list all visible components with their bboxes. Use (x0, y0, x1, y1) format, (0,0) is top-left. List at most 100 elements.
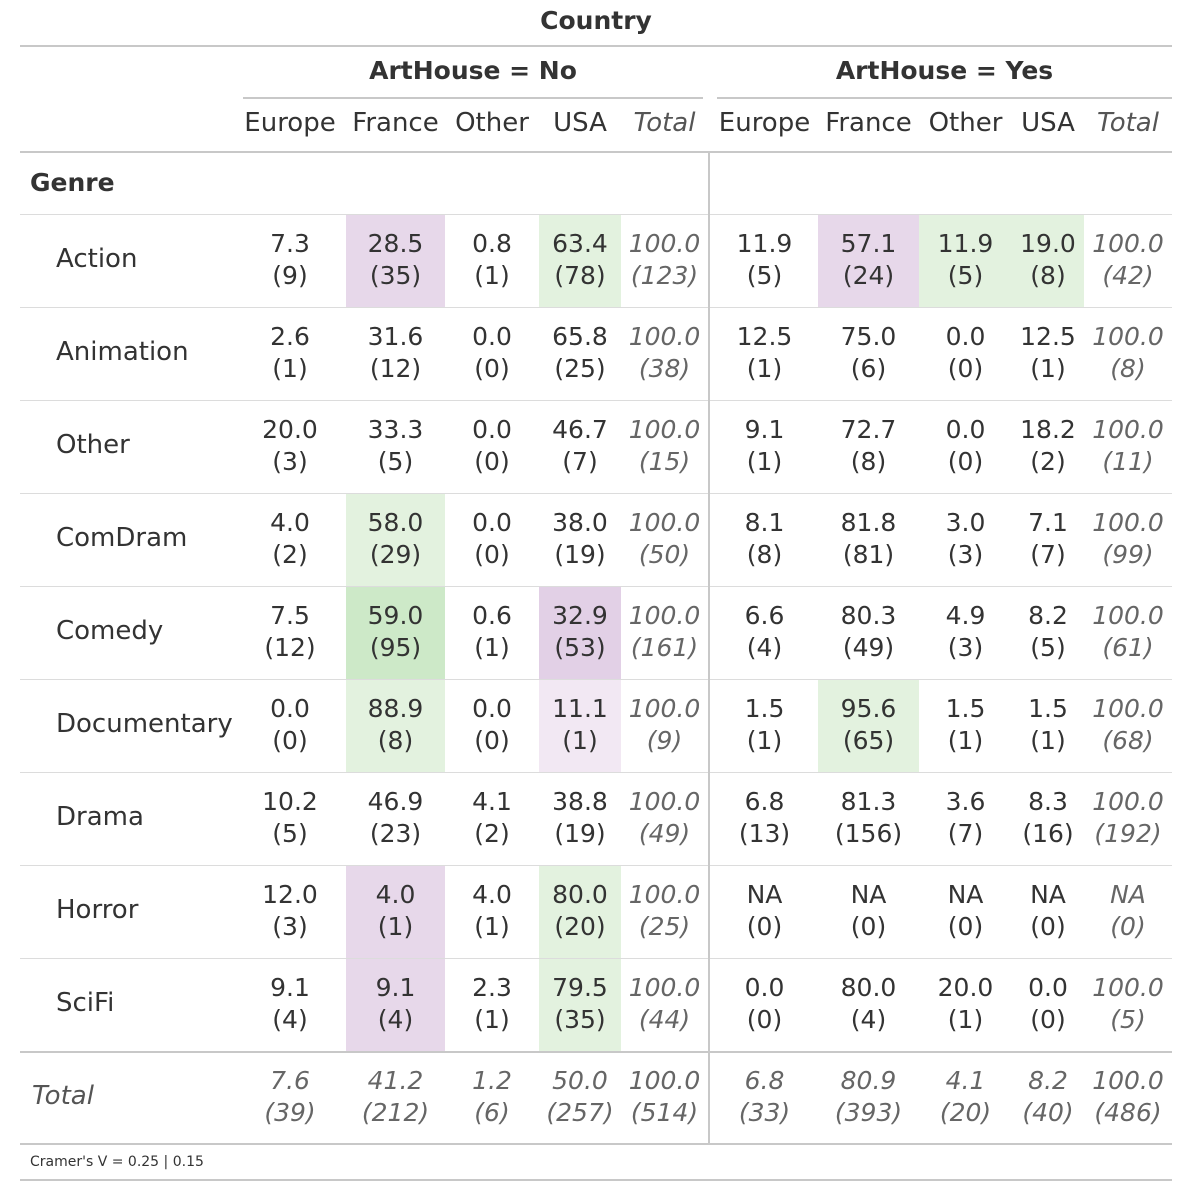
cell-percent: 75.0 (840, 322, 897, 351)
cell-percent: 100.0 (628, 1066, 701, 1095)
table-cell-yes-france: 80.9 (393) (818, 1065, 919, 1129)
cell-count: (40) (1022, 1098, 1074, 1127)
cell-count: (0) (947, 447, 984, 476)
cell-highlight (539, 866, 621, 958)
cell-highlight (539, 215, 621, 307)
footnote: Cramer's V = 0.25 | 0.15 (30, 1154, 204, 1170)
table-cell-no-europe: 7.5 (12) (243, 600, 337, 664)
cell-percent: 38.8 (552, 787, 608, 816)
cell-count: (192) (1094, 819, 1162, 848)
cell-percent: 80.0 (552, 880, 608, 909)
row-rule (20, 307, 1172, 308)
table-cell-yes-usa: 18.2 (2) (1012, 414, 1084, 478)
cell-percent: 1.5 (744, 694, 785, 723)
cell-count: (0) (474, 354, 510, 383)
cell-percent: 0.0 (472, 508, 512, 537)
cell-percent: 100.0 (628, 508, 701, 537)
cell-count: (0) (746, 912, 783, 941)
cell-count: (1) (377, 912, 414, 941)
cell-percent: 100.0 (628, 601, 701, 630)
cell-count: (42) (1102, 261, 1154, 290)
table-cell-yes-usa: 0.0 (0) (1012, 972, 1084, 1036)
table-cell-yes-total: 100.0 (68) (1084, 693, 1172, 757)
table-cell-no-total: 100.0 (25) (621, 879, 708, 943)
column-header-yes-france: France (825, 108, 912, 138)
cell-percent: 80.3 (840, 601, 897, 630)
table-cell-no-france: 58.0 (29) (346, 507, 445, 571)
table-cell-yes-europe: 0.0 (0) (712, 972, 817, 1036)
table-cell-no-other: 2.3 (1) (445, 972, 539, 1036)
cell-count: (161) (630, 633, 699, 662)
table-cell-yes-france: 95.6 (65) (818, 693, 919, 757)
cell-percent: 0.0 (945, 322, 986, 351)
table-cell-yes-france: 81.8 (81) (818, 507, 919, 571)
cell-count: (7) (1030, 540, 1066, 569)
cell-percent: 7.1 (1028, 508, 1068, 537)
table-cell-no-other: 0.0 (0) (445, 414, 539, 478)
table-cell-no-europe: 2.6 (1) (243, 321, 337, 385)
table-cell-no-total: 100.0 (15) (621, 414, 708, 478)
cell-count: (156) (834, 819, 903, 848)
cell-count: (5) (1030, 633, 1066, 662)
cell-percent: 0.0 (270, 694, 310, 723)
cell-count: (39) (264, 1098, 316, 1127)
cell-count: (12) (264, 633, 316, 662)
cell-percent: 100.0 (628, 973, 701, 1002)
table-cell-no-total: 100.0 (123) (621, 228, 708, 292)
table-cell-no-europe: 9.1 (4) (243, 972, 337, 1036)
table-cell-no-total: 100.0 (161) (621, 600, 708, 664)
cell-count: (25) (638, 912, 691, 941)
group-header-no: ArtHouse = No (369, 56, 577, 85)
cell-percent: 0.0 (1028, 973, 1068, 1002)
cell-percent: 100.0 (1092, 601, 1164, 630)
row-rule (20, 493, 1172, 494)
table-cell-no-europe: 12.0 (3) (243, 879, 337, 943)
cell-highlight (346, 494, 445, 586)
cell-percent: 11.9 (736, 229, 793, 258)
cell-percent: 50.0 (552, 1066, 608, 1095)
cell-count: (1) (562, 726, 598, 755)
cell-percent: 100.0 (628, 229, 701, 258)
table-cell-yes-europe: 11.9 (5) (712, 228, 817, 292)
cell-percent: 7.5 (270, 601, 310, 630)
cell-count: (11) (1102, 447, 1154, 476)
cell-percent: 100.0 (628, 880, 701, 909)
cell-count: (13) (738, 819, 791, 848)
cell-percent: 4.0 (472, 880, 512, 909)
cell-percent: 95.6 (840, 694, 897, 723)
cell-count: (123) (630, 261, 699, 290)
table-cell-no-usa: 65.8 (25) (539, 321, 621, 385)
cell-highlight (346, 215, 445, 307)
cell-count: (33) (738, 1098, 791, 1127)
column-header-no-usa: USA (553, 108, 607, 138)
table-cell-yes-total: 100.0 (192) (1084, 786, 1172, 850)
row-label: Drama (56, 802, 144, 832)
cell-count: (1) (1030, 354, 1066, 383)
cell-highlight (539, 680, 621, 772)
cell-percent: 100.0 (628, 322, 701, 351)
table-cell-yes-europe: 6.8 (13) (712, 786, 817, 850)
cell-count: (8) (377, 726, 414, 755)
table-cell-no-other: 1.2 (6) (445, 1065, 539, 1129)
cell-count: (0) (272, 726, 308, 755)
cell-count: (16) (1022, 819, 1074, 848)
cell-count: (29) (369, 540, 422, 569)
cell-count: (5) (272, 819, 308, 848)
cell-percent: 7.6 (270, 1066, 310, 1095)
cell-percent: 80.0 (840, 973, 897, 1002)
table-cell-yes-usa: 8.2 (5) (1012, 600, 1084, 664)
table-cell-no-france: 46.9 (23) (346, 786, 445, 850)
table-cell-yes-usa: 12.5 (1) (1012, 321, 1084, 385)
row-rule (20, 679, 1172, 680)
table-cell-no-usa: 11.1 (1) (539, 693, 621, 757)
cell-percent: 19.0 (1020, 229, 1076, 258)
cell-count: (1) (1030, 726, 1066, 755)
cell-percent: 58.0 (367, 508, 424, 537)
cell-highlight (818, 215, 919, 307)
table-cell-no-france: 88.9 (8) (346, 693, 445, 757)
row-label: SciFi (56, 988, 115, 1018)
cell-percent: 0.0 (945, 415, 986, 444)
table-cell-no-france: 4.0 (1) (346, 879, 445, 943)
cell-percent: 9.1 (270, 973, 310, 1002)
cell-count: (1) (746, 726, 783, 755)
